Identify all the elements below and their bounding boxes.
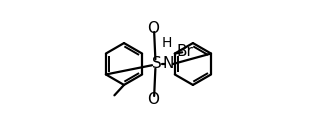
Text: S: S bbox=[152, 56, 162, 72]
Text: Br: Br bbox=[176, 44, 193, 59]
Text: H: H bbox=[162, 36, 172, 50]
Text: O: O bbox=[148, 21, 159, 36]
Text: N: N bbox=[163, 56, 174, 72]
Text: O: O bbox=[148, 92, 159, 107]
